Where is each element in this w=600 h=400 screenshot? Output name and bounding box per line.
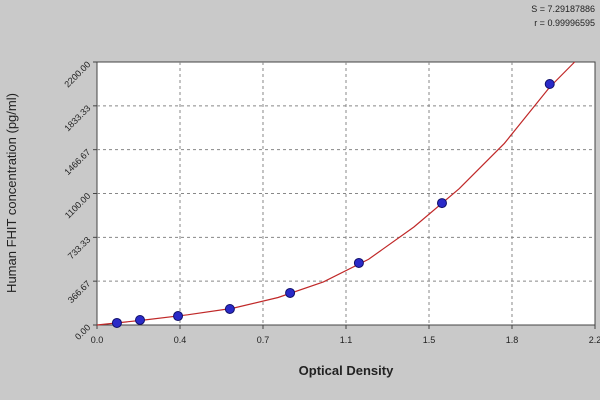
data-point bbox=[285, 287, 296, 298]
y-axis-label: Human FHIT concentration (pg/ml) bbox=[4, 93, 19, 293]
x-tick-label: 1.1 bbox=[340, 335, 353, 345]
data-point bbox=[111, 317, 122, 328]
annotation: r = 0.99996595 bbox=[534, 18, 595, 28]
data-point bbox=[173, 311, 184, 322]
data-point bbox=[353, 257, 364, 268]
x-tick-label: 0.7 bbox=[257, 335, 270, 345]
data-point bbox=[224, 303, 235, 314]
x-tick-label: 2.2 bbox=[589, 335, 600, 345]
x-tick-label: 1.5 bbox=[423, 335, 436, 345]
data-point bbox=[436, 198, 447, 209]
data-point bbox=[135, 314, 146, 325]
x-tick-label: 1.8 bbox=[506, 335, 519, 345]
x-tick-label: 0.4 bbox=[174, 335, 187, 345]
x-axis-label: Optical Density bbox=[299, 363, 394, 378]
data-point bbox=[544, 78, 555, 89]
annotation: S = 7.29187886 bbox=[531, 4, 595, 14]
x-tick-label: 0.0 bbox=[91, 335, 104, 345]
